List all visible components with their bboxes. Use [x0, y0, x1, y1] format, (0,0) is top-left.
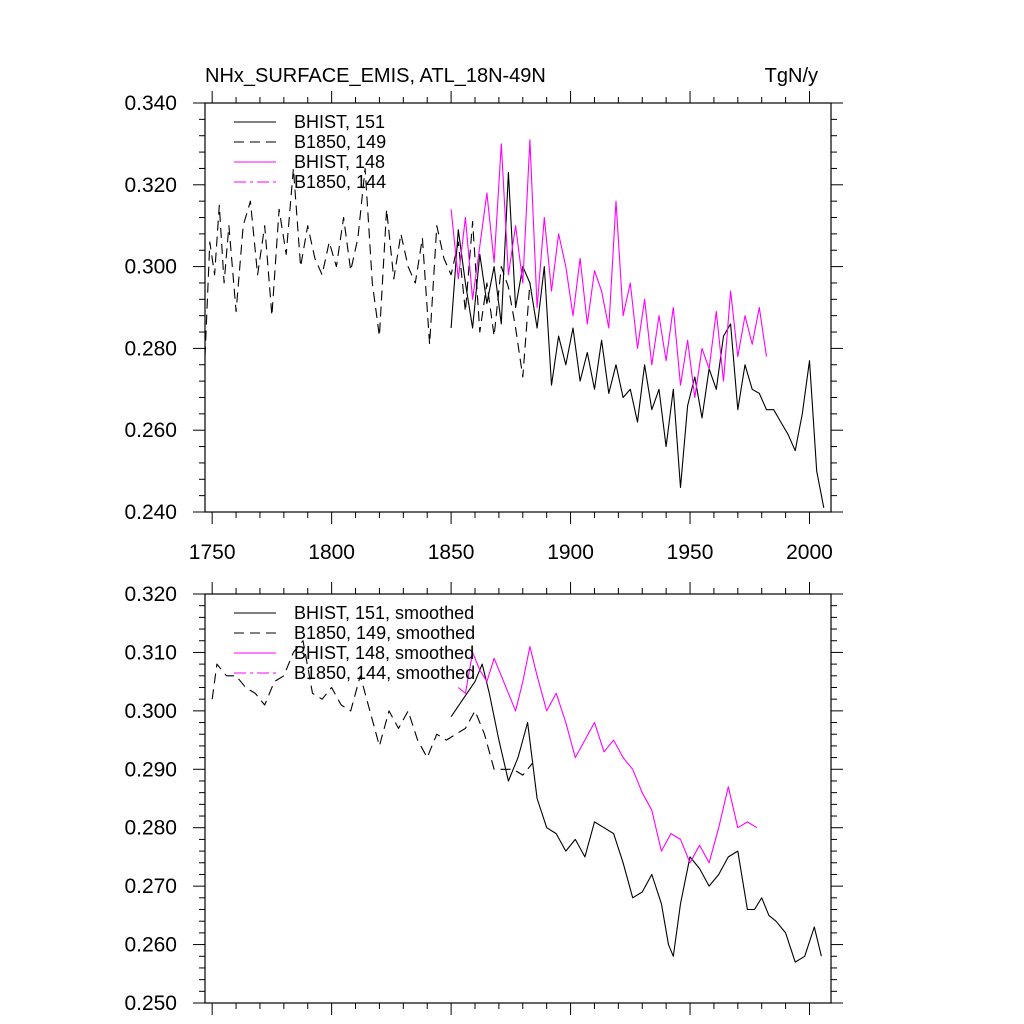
legend-label-3: B1850, 144, smoothed [294, 663, 475, 683]
y-tick-label: 0.250 [124, 992, 177, 1015]
series-line-1 [211, 640, 533, 776]
x-tick-label: 1750 [189, 541, 236, 564]
y-tick-label: 0.320 [124, 583, 177, 606]
y-tick-label: 0.240 [124, 501, 177, 524]
y-tick-label: 0.270 [124, 875, 177, 898]
units-label: TgN/y [765, 65, 818, 87]
plot-frame [204, 102, 832, 513]
legend-label-2: BHIST, 148, smoothed [294, 643, 474, 663]
legend-label-0: BHIST, 151 [294, 112, 385, 132]
y-tick-label: 0.260 [124, 934, 177, 957]
legend-label-1: B1850, 149 [294, 132, 386, 152]
y-tick-label: 0.320 [124, 174, 177, 197]
smoothed-panel: 0.250 0.260 0.270 0.280 0.290 0.300 0.310 0.320… [124, 582, 843, 1015]
series-line-0 [450, 171, 825, 509]
y-tick-label: 0.300 [124, 700, 177, 723]
y-tick-label: 0.290 [124, 758, 177, 781]
legend-label-3: B1850, 144 [294, 172, 386, 192]
x-tick-label: 2000 [786, 541, 833, 564]
x-tick-label: 1950 [667, 541, 714, 564]
y-tick-label: 0.340 [124, 92, 177, 115]
x-tick-label: 1800 [308, 541, 355, 564]
series-line-0 [450, 663, 822, 963]
series-line-2 [457, 646, 758, 864]
plot-frame [204, 593, 832, 1004]
series-line-2 [450, 139, 768, 399]
chart-title: NHx_SURFACE_EMIS, ATL_18N-49N [205, 65, 546, 87]
x-tick-label: 1900 [547, 541, 594, 564]
x-tick-label: 1850 [428, 541, 475, 564]
y-tick-label: 0.310 [124, 641, 177, 664]
y-tick-label: 0.280 [124, 337, 177, 360]
raw-panel: 0.240 0.260 0.280 0.300 0.320 0.340 1750 1800 18… [124, 91, 843, 564]
legend-label-1: B1850, 149, smoothed [294, 623, 475, 643]
legend-label-2: BHIST, 148 [294, 152, 385, 172]
legend-label-0: BHIST, 151, smoothed [294, 603, 474, 623]
y-tick-label: 0.280 [124, 817, 177, 840]
y-tick-label: 0.300 [124, 256, 177, 279]
series-line-1 [204, 167, 531, 378]
y-tick-label: 0.260 [124, 419, 177, 442]
